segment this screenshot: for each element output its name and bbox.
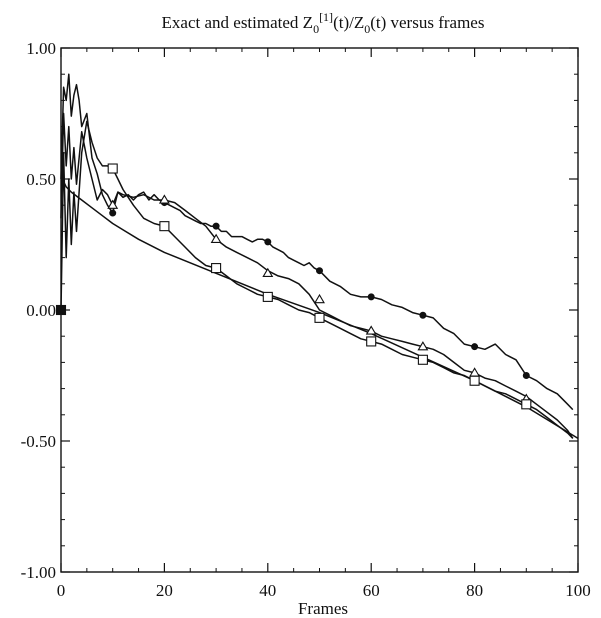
chart-title-suffix: (t) versus frames	[370, 13, 484, 32]
x-tick-label: 40	[259, 581, 276, 600]
y-tick-label: 0.00	[26, 301, 56, 320]
triangle-marker	[107, 199, 119, 209]
square-marker	[107, 163, 118, 174]
triangle-marker	[417, 341, 429, 351]
chart-title-sup1: [1]	[319, 10, 333, 24]
square-marker	[55, 304, 67, 316]
triangle-marker	[158, 194, 170, 204]
x-tick-label: 0	[57, 581, 66, 600]
series-line-square	[60, 120, 574, 439]
circle-marker	[212, 222, 220, 230]
y-tick-label: 1.00	[26, 39, 56, 58]
series-line-none	[60, 178, 579, 440]
circle-marker	[522, 372, 530, 379]
circle-marker	[264, 238, 272, 246]
series-lines	[60, 73, 579, 440]
square-marker	[211, 263, 222, 274]
circle-marker	[367, 293, 375, 301]
series-line-triangle	[60, 112, 574, 439]
x-tick-label: 20	[156, 581, 173, 600]
circle-marker	[109, 209, 117, 217]
x-tick-label: 80	[466, 581, 483, 600]
y-tick-label: -1.00	[21, 563, 56, 582]
square-marker	[262, 291, 273, 302]
y-tick-label: -0.50	[21, 432, 56, 451]
square-marker	[314, 312, 325, 323]
square-marker	[417, 354, 428, 365]
square-marker	[521, 399, 532, 410]
chart-title-sub1: 0	[313, 22, 319, 36]
triangle-marker	[365, 325, 377, 335]
x-tick-label: 60	[363, 581, 380, 600]
series-markers	[55, 163, 532, 410]
square-marker	[366, 336, 377, 347]
triangle-marker	[314, 293, 325, 304]
square-marker	[469, 375, 480, 386]
circle-marker	[471, 343, 479, 351]
axis-ticks	[60, 47, 579, 573]
x-tick-label: 100	[565, 581, 591, 600]
chart-title-sub2: 0	[364, 22, 370, 36]
triangle-marker	[210, 233, 222, 243]
y-tick-label: 0.50	[26, 170, 56, 189]
chart-title-mid: (t)/Z	[333, 13, 364, 32]
series-line-circle	[60, 73, 574, 411]
chart-title-prefix: Exact and estimated Z	[162, 13, 314, 32]
circle-marker	[316, 267, 323, 275]
axis-tick-labels: 0 20 40 60 80 100 1.00 0.50 0.00 -0.50 -1.00	[21, 39, 591, 600]
triangle-marker	[262, 267, 274, 278]
x-axis-label: Frames	[298, 599, 348, 618]
square-marker	[159, 221, 170, 232]
chart-title: Exact and estimated Z0[1](t)/Z0(t) versu…	[162, 10, 485, 36]
circle-marker	[419, 311, 427, 319]
